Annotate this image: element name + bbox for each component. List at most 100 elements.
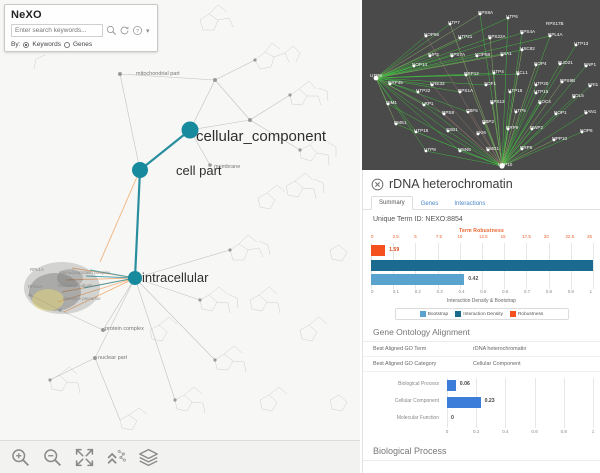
zoom-out-icon[interactable] bbox=[42, 447, 63, 468]
top-tick-6: 15 bbox=[500, 234, 506, 239]
go-gridline-3 bbox=[534, 378, 536, 428]
top-tick-0: 0 bbox=[371, 234, 374, 239]
layers-icon[interactable] bbox=[138, 447, 159, 468]
legend-item-interaction-density[interactable]: Interaction Density bbox=[455, 311, 503, 317]
chart-legend: Bootstrap Interaction Density Robustness bbox=[394, 308, 569, 320]
top-tick-9: 22.5 bbox=[565, 234, 575, 239]
help-icon[interactable]: ? bbox=[132, 25, 143, 36]
search-panel[interactable]: NeXO ? ▾ bbox=[4, 4, 158, 52]
bottom-tick-3: 0.3 bbox=[436, 289, 443, 294]
go-category-chart: Biological Process 0.06 Cellular Compone… bbox=[371, 378, 595, 440]
legend-label-robustness: Robustness bbox=[517, 311, 544, 317]
top-tick-8: 20 bbox=[543, 234, 549, 239]
search-by-label: By: bbox=[11, 41, 21, 48]
go-bar-row-mf: Molecular Function 0 bbox=[371, 412, 592, 429]
go-tick-0: 0 bbox=[445, 429, 449, 434]
chart-xlabel: Interaction Density & Bootstrap bbox=[447, 298, 516, 304]
chart-bottom-axis: 0 0.1 0.2 0.3 0.4 0.5 0.6 0.7 0.8 0.9 1 bbox=[371, 289, 592, 297]
unique-term-id: Unique Term ID: NEXO:8854 bbox=[373, 216, 463, 223]
legend-item-bootstrap[interactable]: Bootstrap bbox=[419, 311, 449, 317]
top-tick-7: 17.5 bbox=[522, 234, 531, 239]
collapse-network-icon[interactable] bbox=[106, 447, 127, 468]
robustness-chart: Term Robustness 0 2.5 5 7.5 10 12.5 15 17.5 20 22… bbox=[363, 226, 600, 320]
legend-swatch-bootstrap bbox=[419, 311, 426, 317]
go-bar-row-cc: Cellular Component 0.23 bbox=[371, 395, 592, 412]
gridline-10 bbox=[593, 243, 594, 289]
legend-label-interaction-density: Interaction Density bbox=[463, 311, 503, 317]
go-tick-2: 0.4 bbox=[502, 429, 509, 434]
go-row-category: Best Aligned GO Category Cellular Compon… bbox=[363, 357, 600, 372]
legend-swatch-robustness bbox=[509, 311, 516, 317]
bar-value-robustness: 1.59 bbox=[389, 247, 400, 253]
go-value-cc: 0.23 bbox=[484, 398, 495, 404]
bottom-tick-5: 0.5 bbox=[480, 289, 487, 294]
top-tick-5: 12.5 bbox=[479, 234, 488, 239]
legend-item-robustness[interactable]: Robustness bbox=[509, 311, 544, 317]
term-detail-panel: rDNA heterochromatin Summary Genes Inter… bbox=[362, 170, 600, 473]
bar-interaction-density bbox=[371, 260, 593, 271]
go-cat-label-cc: Cellular Component bbox=[394, 398, 439, 404]
gene-interaction-network-pane[interactable]: UTP9 RPS8A UTP6 UTP7 RPS17B NOP56 UTP21 RPS22A R… bbox=[362, 0, 600, 170]
tab-genes[interactable]: Genes bbox=[420, 201, 439, 207]
bottom-tick-0: 0 bbox=[371, 289, 374, 294]
radio-keywords[interactable] bbox=[23, 41, 30, 48]
node-intracellular bbox=[128, 271, 142, 285]
zoom-in-icon[interactable] bbox=[10, 447, 31, 468]
ontology-network-pane[interactable]: cellular_component cell part intracellul… bbox=[0, 0, 360, 473]
go-cat-label-mf: Molecular Function bbox=[396, 415, 439, 421]
chart-plot-area: 1.59 0.42 bbox=[371, 243, 594, 289]
search-input[interactable] bbox=[11, 24, 103, 37]
top-tick-4: 10 bbox=[457, 234, 463, 239]
close-circle-icon[interactable] bbox=[371, 178, 384, 191]
bottom-tick-9: 0.9 bbox=[567, 289, 574, 294]
legend-label-bootstrap: Bootstrap bbox=[427, 311, 449, 317]
bottom-tick-7: 0.7 bbox=[524, 289, 531, 294]
go-chart-axis: 0 0.2 0.4 0.6 0.8 1 bbox=[445, 429, 595, 437]
app-title: NeXO bbox=[11, 9, 42, 21]
top-tick-1: 2.5 bbox=[392, 234, 399, 239]
go-alignment-heading: Gene Ontology Alignment bbox=[363, 320, 600, 342]
node-cellular-component bbox=[181, 121, 199, 139]
top-tick-2: 5 bbox=[414, 234, 417, 239]
radio-genes-label: Genes bbox=[72, 41, 93, 48]
bottom-tick-1: 0.1 bbox=[392, 289, 399, 294]
go-bar-cc bbox=[447, 397, 481, 408]
go-tick-4: 0.8 bbox=[560, 429, 567, 434]
go-key-term: Best Aligned GO Term bbox=[373, 346, 427, 352]
chevron-down-icon[interactable]: ▾ bbox=[146, 27, 150, 35]
page-title: rDNA heterochromatin bbox=[389, 177, 513, 191]
refresh-icon[interactable] bbox=[119, 25, 130, 36]
search-icon[interactable] bbox=[106, 25, 117, 36]
bottom-tick-8: 0.8 bbox=[545, 289, 552, 294]
detail-tabs: Summary Genes Interactions bbox=[363, 195, 600, 210]
go-tick-5: 1 bbox=[591, 429, 595, 434]
bar-robustness bbox=[371, 245, 386, 256]
go-value-bp: 0.06 bbox=[459, 381, 470, 387]
bottom-tick-6: 0.6 bbox=[502, 289, 509, 294]
tab-interactions[interactable]: Interactions bbox=[454, 201, 486, 207]
go-row-term: Best Aligned GO Term rDNA heterochromati… bbox=[363, 342, 600, 357]
tab-summary[interactable]: Summary bbox=[371, 196, 413, 210]
go-tick-1: 0.2 bbox=[472, 429, 480, 434]
bottom-tick-4: 0.4 bbox=[458, 289, 465, 294]
legend-swatch-interaction-density bbox=[455, 311, 462, 317]
go-cat-label-bp: Biological Process bbox=[398, 381, 439, 387]
go-value-term: rDNA heterochromatin bbox=[473, 346, 527, 352]
go-bar-bp bbox=[447, 380, 456, 391]
chart-title-term-robustness: Term Robustness bbox=[459, 228, 504, 234]
radio-keywords-label: Keywords bbox=[32, 41, 61, 48]
detail-header: rDNA heterochromatin bbox=[363, 170, 600, 195]
fit-to-screen-icon[interactable] bbox=[74, 447, 95, 468]
go-bar-row-bp: Biological Process 0.06 bbox=[371, 378, 592, 395]
go-tick-3: 0.6 bbox=[531, 429, 538, 434]
go-key-category: Best Aligned GO Category bbox=[373, 361, 437, 367]
radio-genes[interactable] bbox=[63, 41, 70, 48]
go-value-mf: 0 bbox=[451, 415, 454, 421]
gene-network-canvas[interactable] bbox=[362, 0, 600, 170]
ontology-network-canvas[interactable] bbox=[0, 0, 360, 440]
top-tick-3: 7.5 bbox=[435, 234, 442, 239]
go-gridline-4 bbox=[563, 378, 565, 428]
network-toolbar bbox=[0, 440, 360, 473]
bar-value-bootstrap: 0.42 bbox=[468, 276, 479, 282]
